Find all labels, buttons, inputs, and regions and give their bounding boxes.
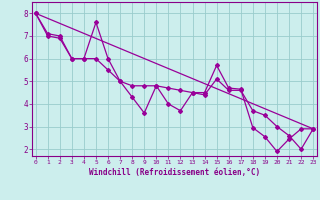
X-axis label: Windchill (Refroidissement éolien,°C): Windchill (Refroidissement éolien,°C) (89, 168, 260, 177)
